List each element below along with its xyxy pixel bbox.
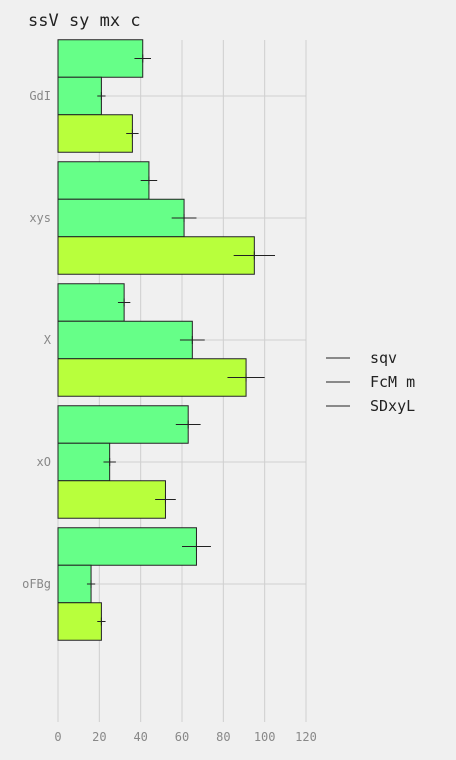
y-tick-label: xO bbox=[37, 455, 51, 469]
x-tick-label: 60 bbox=[175, 730, 189, 744]
x-tick-label: 80 bbox=[216, 730, 230, 744]
bar bbox=[57, 320, 193, 360]
legend-label: SDxyL bbox=[370, 397, 415, 415]
bar bbox=[57, 76, 102, 116]
bar bbox=[57, 480, 166, 519]
x-axis-ticks: 0 20 40 60 80 100 120 bbox=[54, 730, 316, 744]
x-tick-label: 20 bbox=[92, 730, 106, 744]
x-tick-label: 0 bbox=[54, 730, 61, 744]
bar bbox=[57, 358, 247, 397]
y-tick-label: xys bbox=[29, 211, 51, 225]
bars bbox=[57, 39, 255, 641]
bar bbox=[57, 236, 255, 275]
y-tick-label: oFBg bbox=[22, 577, 51, 591]
bar bbox=[57, 198, 185, 238]
y-axis-ticks: GdI xys XxO oFBg bbox=[22, 89, 52, 591]
bar bbox=[57, 442, 111, 482]
x-tick-label: 120 bbox=[295, 730, 317, 744]
bar bbox=[57, 161, 150, 200]
bar bbox=[57, 39, 144, 78]
y-tick-label: GdI bbox=[29, 89, 51, 103]
bar bbox=[57, 527, 197, 566]
legend-label: FcM m bbox=[370, 373, 415, 391]
chart-title: ssV sy mx c bbox=[28, 11, 141, 31]
bar bbox=[57, 564, 92, 604]
legend: sqv FcM m SDxyL bbox=[326, 349, 415, 415]
legend-label: sqv bbox=[370, 349, 397, 367]
bar bbox=[57, 283, 125, 322]
x-tick-label: 40 bbox=[133, 730, 147, 744]
bar bbox=[57, 114, 133, 153]
bar bbox=[57, 405, 189, 444]
error-bars bbox=[86, 54, 275, 626]
bar bbox=[57, 602, 102, 641]
x-tick-label: 100 bbox=[254, 730, 276, 744]
y-tick-label: X bbox=[44, 333, 52, 347]
